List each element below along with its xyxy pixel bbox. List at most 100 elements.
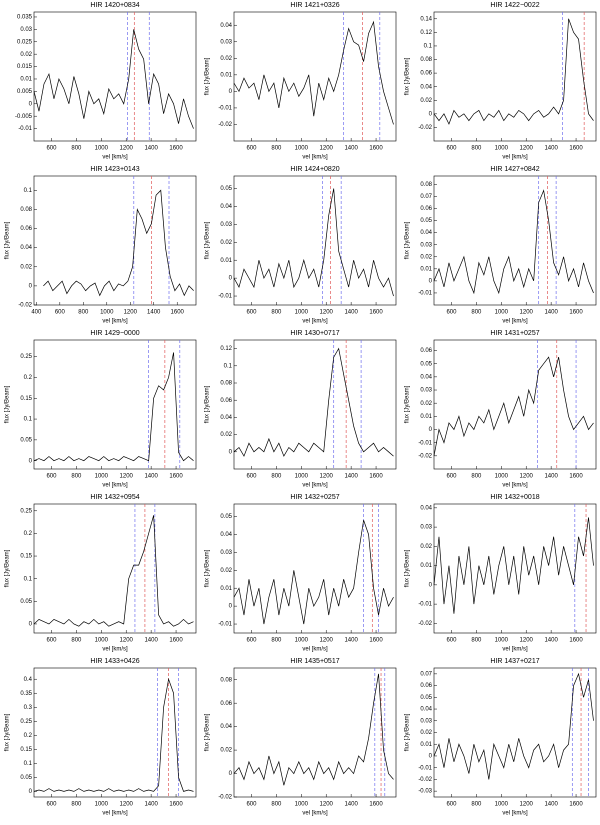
panel-title: HIR 1421+0326 — [290, 2, 339, 9]
x-axis-label: vel [km/s] — [102, 483, 128, 489]
panel-title: HIR 1435+0517 — [290, 658, 339, 665]
x-tick-label: 800 — [271, 474, 282, 480]
x-tick-label: 800 — [471, 802, 482, 808]
plot-frame — [433, 503, 597, 634]
x-tick-label: 600 — [446, 146, 457, 152]
panel-title: HIR 1427+0842 — [490, 166, 539, 173]
y-tick-label: 0.01 — [420, 266, 432, 272]
x-tick-label: 1600 — [369, 474, 383, 480]
plot-frame — [233, 503, 397, 634]
y-axis-label: flux [Jy/Beam] — [5, 549, 11, 587]
panel: HIR 1421+0326 vel [km/s] flux [Jy/Beam] 600… — [205, 2, 397, 161]
y-tick-label: 0.04 — [420, 230, 432, 236]
y-tick-label: 0.06 — [20, 226, 32, 232]
plot-frame — [433, 11, 597, 142]
x-tick-label: 800 — [471, 310, 482, 316]
y-tick-label: 0.005 — [17, 89, 33, 95]
panel: HIR 1437+0217 vel [km/s] flux [Jy/Beam] 600… — [405, 658, 597, 817]
x-tick-label: 1200 — [520, 638, 534, 644]
y-tick-label: 0.25 — [20, 354, 32, 360]
x-tick-label: 1000 — [95, 146, 109, 152]
y-tick-label: -0.01 — [18, 126, 32, 132]
x-axis-label: vel [km/s] — [102, 647, 128, 653]
y-tick-label: 0.08 — [420, 57, 432, 63]
y-tick-label: 0.15 — [20, 396, 32, 402]
y-tick-label: 0.02 — [220, 432, 232, 438]
x-tick-label: 600 — [46, 146, 57, 152]
y-tick-label: 0.06 — [420, 71, 432, 77]
y-tick-label: 0.1 — [224, 363, 233, 369]
x-axis-label: vel [km/s] — [302, 319, 328, 325]
y-tick-label: -0.005 — [15, 114, 33, 120]
y-tick-label: 0 — [429, 754, 433, 760]
y-tick-label: 0 — [229, 604, 233, 610]
x-axis-label: vel [km/s] — [102, 811, 128, 817]
y-tick-label: -0.02 — [418, 621, 432, 627]
x-tick-label: 1400 — [144, 802, 158, 808]
panel: HIR 1432+0954 vel [km/s] flux [Jy/Beam] 600… — [5, 494, 197, 653]
x-tick-label: 1600 — [369, 146, 383, 152]
spectrum-line — [33, 352, 194, 462]
y-tick-label: 0.025 — [17, 39, 33, 45]
y-tick-label: 0.04 — [420, 374, 432, 380]
x-tick-label: 1000 — [95, 802, 109, 808]
x-tick-label: 1600 — [569, 802, 583, 808]
x-tick-label: 1000 — [295, 310, 309, 316]
y-tick-label: 0.02 — [420, 544, 432, 550]
y-tick-label: -0.01 — [218, 106, 232, 112]
y-tick-label: 0.1 — [24, 576, 33, 582]
y-tick-label: 0.1 — [24, 417, 33, 423]
plot-frame — [433, 175, 597, 306]
y-tick-label: 0 — [29, 101, 33, 107]
y-tick-label: 0.06 — [420, 206, 432, 212]
x-tick-label: 1400 — [144, 638, 158, 644]
x-tick-label: 1400 — [144, 146, 158, 152]
spectrum-line — [233, 20, 394, 125]
y-tick-label: 0.05 — [20, 437, 32, 443]
y-tick-label: 0.01 — [20, 77, 32, 83]
y-tick-label: -0.03 — [418, 789, 432, 795]
x-tick-label: 1200 — [520, 474, 534, 480]
x-tick-label: 800 — [71, 474, 82, 480]
y-tick-label: 0.03 — [420, 388, 432, 394]
x-tick-label: 800 — [471, 638, 482, 644]
y-tick-label: 0.04 — [20, 245, 32, 251]
x-tick-label: 1600 — [169, 474, 183, 480]
x-tick-label: 1200 — [320, 310, 334, 316]
x-tick-label: 1600 — [569, 474, 583, 480]
panel-title: HIR 1433+0426 — [90, 658, 139, 665]
x-tick-label: 1400 — [544, 802, 558, 808]
y-tick-label: 0.04 — [220, 415, 232, 421]
y-axis-label: flux [Jy/Beam] — [205, 385, 211, 423]
y-tick-label: 0.4 — [24, 677, 33, 683]
x-tick-label: 1200 — [320, 802, 334, 808]
y-tick-label: 0.03 — [220, 550, 232, 556]
panel: HIR 1424+0820 vel [km/s] flux [Jy/Beam] 600… — [205, 166, 397, 325]
y-axis-label: flux [Jy/Beam] — [405, 549, 411, 587]
x-tick-label: 1000 — [495, 638, 509, 644]
y-tick-label: 0.08 — [420, 182, 432, 188]
x-tick-label: 1000 — [100, 310, 114, 316]
y-tick-label: 0 — [29, 458, 33, 464]
y-tick-label: 0.01 — [220, 586, 232, 592]
x-tick-label: 800 — [71, 146, 82, 152]
x-tick-label: 600 — [246, 310, 257, 316]
y-tick-label: 0.01 — [420, 742, 432, 748]
panel-title: HIR 1437+0217 — [490, 658, 539, 665]
y-tick-label: 0.07 — [420, 671, 432, 677]
panel: HIR 1427+0842 vel [km/s] flux [Jy/Beam] 600… — [405, 166, 597, 325]
y-tick-label: -0.02 — [418, 777, 432, 783]
plot-frame — [233, 667, 397, 798]
panel: HIR 1430+0717 vel [km/s] flux [Jy/Beam] 600… — [205, 330, 397, 489]
x-tick-label: 1400 — [147, 310, 161, 316]
panel-title: HIR 1422−0022 — [490, 2, 539, 9]
y-tick-label: 0.04 — [420, 84, 432, 90]
plot-frame — [33, 11, 197, 142]
x-tick-label: 600 — [446, 474, 457, 480]
x-tick-label: 1600 — [169, 802, 183, 808]
y-tick-label: 0.15 — [20, 747, 32, 753]
x-tick-label: 1200 — [320, 474, 334, 480]
x-tick-label: 1600 — [369, 802, 383, 808]
x-axis-label: vel [km/s] — [102, 319, 128, 325]
y-tick-label: 0.2 — [24, 531, 33, 537]
